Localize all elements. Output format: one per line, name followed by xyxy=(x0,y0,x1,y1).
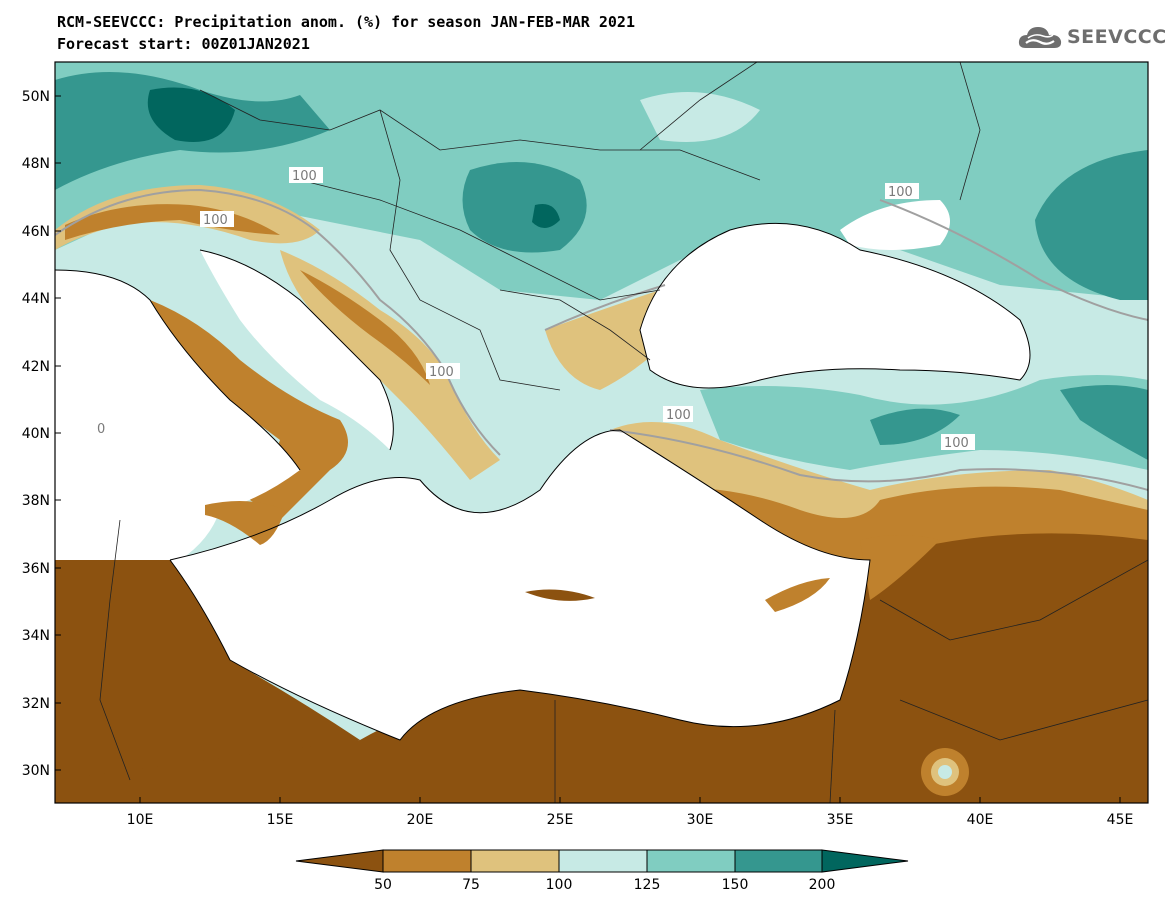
contour-label-box xyxy=(663,406,693,422)
lon-tick-label: 15E xyxy=(267,812,294,828)
anomaly-region-below-50-tunisia xyxy=(55,520,360,803)
anomaly-region-50-75-levant xyxy=(860,535,940,600)
lat-tick-label: 48N xyxy=(22,156,50,172)
contour-label-box xyxy=(289,167,323,183)
lat-tick-label: 50N xyxy=(22,89,50,105)
forecast-start: Forecast start: 00Z01JAN2021 xyxy=(57,35,310,53)
lon-tick-label: 40E xyxy=(967,812,994,828)
lat-tick-label: 38N xyxy=(22,493,50,509)
contour-label: 100 xyxy=(429,365,454,380)
lat-tick-label: 30N xyxy=(22,763,50,779)
contour-label-box xyxy=(426,363,460,379)
colorbar-label: 50 xyxy=(374,877,392,893)
anomaly-region-italy xyxy=(150,300,348,520)
lat-tick-label: 32N xyxy=(22,696,50,712)
island-crete xyxy=(525,589,595,601)
contour-label-box xyxy=(941,434,975,450)
contour-label: 100 xyxy=(203,213,228,228)
contour-label-box xyxy=(885,183,919,199)
lon-tick-label: 35E xyxy=(827,812,854,828)
lon-tick-label: 20E xyxy=(407,812,434,828)
contour-line-100-east xyxy=(879,199,1148,321)
cloud-logo-icon xyxy=(1018,27,1062,48)
colorbar-label: 75 xyxy=(462,877,480,893)
anomaly-region-below-50-south xyxy=(55,533,1148,803)
adriatic-sea xyxy=(200,250,394,450)
anomaly-region-150-200-carpathians xyxy=(462,162,587,253)
map-title: RCM-SEEVCCC: Precipitation anom. (%) for… xyxy=(57,13,635,31)
lon-tick-label: 45E xyxy=(1107,812,1134,828)
colorbar-segment-75-100 xyxy=(470,849,560,873)
lat-tick-label: 34N xyxy=(22,628,50,644)
contour-label: 100 xyxy=(666,408,691,423)
country-borders xyxy=(99,62,1148,803)
anomaly-region-200-north xyxy=(147,87,235,142)
colorbar-segment-50-75 xyxy=(382,849,472,873)
seevccc-logo: SEEVCCC xyxy=(1016,22,1165,52)
anomaly-region-100-125-ukraine xyxy=(640,92,760,142)
colorbar-label: 125 xyxy=(634,877,661,893)
anomaly-region-200-carpathians xyxy=(532,204,560,229)
anomaly-region-75-100-dinaric xyxy=(280,250,500,480)
lat-tick-label: 42N xyxy=(22,359,50,375)
anomaly-region-150-200-east xyxy=(1035,150,1148,300)
anomaly-region-100-125-spot xyxy=(938,765,952,779)
black-sea xyxy=(640,223,1030,388)
anomaly-region-150-200-east-turkey xyxy=(870,408,960,445)
lon-tick-label: 10E xyxy=(127,812,154,828)
axis-ticks xyxy=(55,95,1121,803)
contour-line-100-anatolia xyxy=(609,429,1148,491)
lon-tick-label: 25E xyxy=(547,812,574,828)
tyrrhenian-sea xyxy=(55,270,300,560)
colorbar-segment-below-50 xyxy=(295,849,384,873)
logo-text: SEEVCCC xyxy=(1067,26,1165,48)
colorbar-segment-150-200 xyxy=(734,849,823,873)
island-cyprus xyxy=(765,578,830,612)
contour-label: 100 xyxy=(888,185,913,200)
contour-label: 0 xyxy=(97,422,105,437)
colorbar-label: 100 xyxy=(546,877,573,893)
lat-tick-label: 44N xyxy=(22,291,50,307)
colorbar xyxy=(295,849,909,873)
mediterranean-sea xyxy=(170,430,870,740)
anomaly-region-50-75-dinaric xyxy=(300,270,430,385)
colorbar-segment-125-150 xyxy=(646,849,736,873)
lat-tick-label: 46N xyxy=(22,224,50,240)
contour-label: 100 xyxy=(292,169,317,184)
colorbar-label: 150 xyxy=(722,877,749,893)
contour-line-100-balkans xyxy=(544,284,666,331)
colorbar-segment-100-125 xyxy=(558,849,648,873)
lat-tick-label: 36N xyxy=(22,561,50,577)
island-sicily xyxy=(205,501,285,545)
colorbar-segment-above-200 xyxy=(821,849,909,873)
contour-label: 100 xyxy=(944,436,969,451)
coastlines xyxy=(55,222,1031,741)
colorbar-label: 200 xyxy=(809,877,836,893)
anomaly-region-150-200-caucasus xyxy=(1060,385,1148,460)
contour-label-box xyxy=(200,211,234,227)
lon-tick-label: 30E xyxy=(687,812,714,828)
lat-tick-label: 40N xyxy=(22,426,50,442)
sea-of-azov xyxy=(840,200,950,250)
